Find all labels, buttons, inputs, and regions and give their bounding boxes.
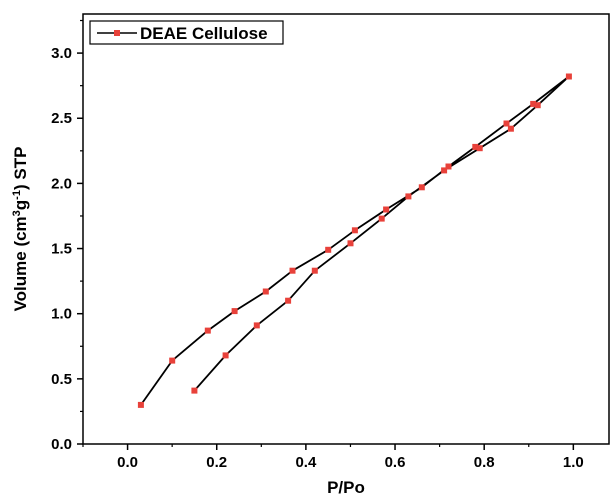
- data-point-marker: [311, 267, 318, 274]
- data-point-marker: [222, 352, 229, 359]
- y-tick-label: 3.0: [51, 45, 72, 62]
- data-point-marker: [445, 163, 452, 170]
- y-tick-label: 1.0: [51, 306, 72, 323]
- data-point-marker: [565, 73, 572, 80]
- data-point-marker: [204, 327, 211, 334]
- y-tick-label: 0.0: [51, 436, 72, 453]
- y-axis-title: Volume (cm3g-1) STP: [11, 147, 30, 312]
- y-tick-label: 2.0: [51, 175, 72, 192]
- data-point-marker: [231, 308, 238, 315]
- y-tick-label: 2.5: [51, 110, 72, 127]
- data-point-marker: [137, 401, 144, 408]
- data-point-marker: [347, 240, 354, 247]
- legend: DEAE Cellulose: [89, 20, 284, 45]
- data-point-marker: [169, 357, 176, 364]
- x-tick-label: 0.2: [206, 454, 227, 471]
- y-tick-label: 1.5: [51, 241, 72, 258]
- data-point-marker: [503, 120, 510, 127]
- data-point-marker: [507, 125, 514, 132]
- x-tick-label: 1.0: [563, 454, 584, 471]
- data-point-marker: [289, 267, 296, 274]
- data-point-marker: [418, 184, 425, 191]
- x-axis-title: P/Po: [327, 478, 365, 497]
- data-point-marker: [476, 145, 483, 152]
- data-point-marker: [534, 102, 541, 109]
- data-point-marker: [530, 100, 537, 107]
- data-point-marker: [285, 297, 292, 304]
- plot-frame: [82, 13, 610, 445]
- data-point-marker: [191, 387, 198, 394]
- y-axis-title-sup1: 3: [11, 210, 23, 216]
- x-tick-label: 0.0: [117, 454, 138, 471]
- y-axis-title-part3: ) STP: [11, 147, 30, 190]
- plot-area: [82, 13, 610, 445]
- x-tick-label: 0.6: [385, 454, 406, 471]
- y-axis-title-part2: g: [11, 200, 30, 210]
- data-point-marker: [472, 143, 479, 150]
- x-tick-label: 0.4: [295, 454, 317, 471]
- y-axis-title-part1: Volume (cm: [11, 216, 30, 311]
- series-layer: [137, 73, 572, 408]
- data-point-marker: [441, 167, 448, 174]
- data-point-marker: [262, 288, 269, 295]
- legend-marker-sample: [114, 30, 120, 36]
- data-point-marker: [383, 206, 390, 213]
- data-point-marker: [325, 246, 332, 253]
- data-point-marker: [378, 215, 385, 222]
- legend-label: DEAE Cellulose: [140, 24, 268, 43]
- data-point-marker: [405, 193, 412, 200]
- y-axis-title-sup2: -1: [11, 190, 23, 200]
- y-tick-label: 0.5: [51, 371, 72, 388]
- data-point-marker: [351, 227, 358, 234]
- legend-box: [89, 20, 284, 45]
- axis-ticks: 0.0 0.2 0.4 0.6 0.8 1.0 0.0 0.5 1.0 1.5 2.0 2.5 3.0: [51, 19, 584, 471]
- data-point-marker: [253, 322, 260, 329]
- x-tick-label: 0.8: [474, 454, 495, 471]
